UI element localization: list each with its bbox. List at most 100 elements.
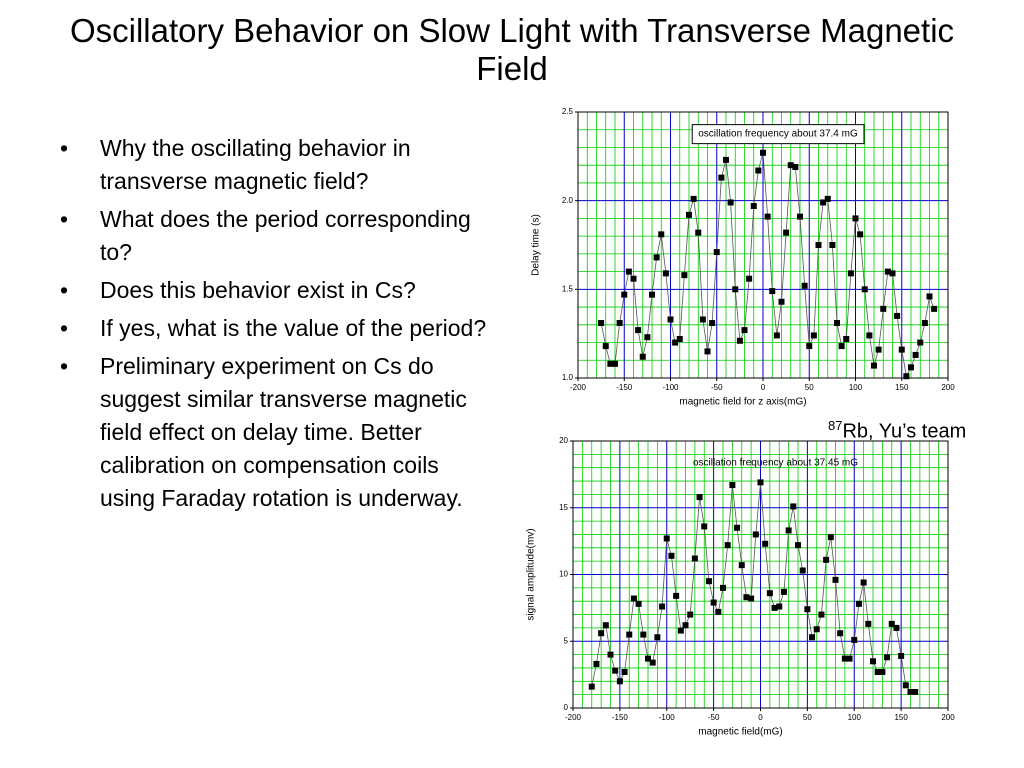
- data-marker: [843, 335, 850, 342]
- data-marker: [773, 332, 780, 339]
- data-marker: [870, 658, 876, 665]
- x-tick-label: 100: [849, 383, 863, 392]
- data-marker: [682, 622, 689, 629]
- data-marker: [797, 213, 803, 220]
- data-marker: [827, 534, 834, 541]
- data-marker: [654, 634, 661, 641]
- y-tick-label: 1.0: [562, 373, 574, 382]
- data-marker: [795, 542, 801, 549]
- data-marker: [662, 270, 669, 277]
- data-marker: [898, 346, 905, 353]
- data-marker: [736, 337, 743, 344]
- data-marker: [705, 578, 712, 585]
- x-tick-label: -50: [708, 713, 720, 722]
- x-axis-label: magnetic field for z axis(mG): [679, 397, 806, 408]
- x-tick-label: 200: [941, 713, 955, 722]
- data-marker: [865, 620, 872, 627]
- data-marker: [687, 611, 694, 618]
- data-marker: [837, 630, 844, 637]
- data-marker: [681, 272, 688, 279]
- data-marker: [852, 215, 859, 222]
- data-marker: [734, 524, 741, 531]
- data-marker: [588, 683, 595, 690]
- data-marker: [907, 688, 914, 695]
- data-marker: [780, 588, 787, 595]
- data-marker: [625, 268, 632, 275]
- data-marker: [902, 682, 909, 689]
- data-marker: [602, 622, 609, 629]
- bullet: What does the period corresponding to?: [60, 203, 500, 269]
- data-marker: [676, 335, 683, 342]
- data-marker: [847, 270, 854, 277]
- data-marker: [727, 199, 734, 206]
- bullet: If yes, what is the value of the period?: [60, 312, 500, 345]
- data-marker: [635, 600, 642, 607]
- data-marker: [893, 624, 900, 631]
- data-marker: [884, 654, 891, 661]
- data-marker: [691, 555, 698, 562]
- data-marker: [709, 320, 716, 327]
- data-marker: [813, 626, 820, 633]
- data-marker: [762, 540, 769, 547]
- data-marker: [673, 592, 680, 599]
- plot-frame: [577, 111, 949, 379]
- caption-text: Rb, Yu’s team: [842, 420, 967, 443]
- data-marker: [598, 320, 605, 327]
- data-marker: [607, 360, 614, 367]
- x-tick-label: 100: [848, 713, 862, 722]
- data-marker: [851, 636, 858, 643]
- data-marker: [908, 364, 914, 371]
- y-tick-label: 2.0: [562, 196, 574, 205]
- data-marker: [644, 334, 651, 341]
- data-marker: [598, 630, 605, 637]
- data-marker: [626, 631, 633, 638]
- data-marker: [653, 254, 660, 261]
- data-marker: [743, 594, 750, 601]
- data-marker: [720, 584, 726, 591]
- data-marker: [838, 343, 845, 350]
- data-marker: [593, 660, 600, 667]
- data-marker: [704, 348, 711, 355]
- data-marker: [755, 167, 762, 174]
- data-marker: [607, 651, 614, 658]
- data-marker: [640, 631, 647, 638]
- data-marker: [658, 231, 665, 238]
- data-marker: [760, 149, 766, 156]
- chart: -200 -150 -100 -50 0 50 100 150 200 0 5 10 15 20 magne…: [526, 436, 956, 738]
- data-marker: [894, 312, 901, 319]
- data-marker: [818, 611, 825, 618]
- data-marker: [639, 353, 646, 360]
- y-tick-label: 5: [564, 636, 569, 645]
- data-marker: [645, 655, 651, 662]
- data-marker: [667, 316, 674, 323]
- data-marker: [616, 678, 623, 685]
- data-marker: [871, 362, 877, 369]
- data-marker: [602, 343, 609, 350]
- annotation: oscillation frequency about 37.45 mG: [693, 458, 858, 469]
- data-marker: [750, 202, 757, 209]
- data-marker: [824, 195, 831, 202]
- x-tick-label: -100: [662, 383, 679, 392]
- data-marker: [884, 268, 891, 275]
- data-marker: [792, 163, 799, 170]
- data-marker: [912, 351, 919, 358]
- data-marker: [823, 556, 830, 563]
- data-marker: [769, 288, 776, 295]
- chart: -200 -150 -100 -50 0 50 100 150 200 1.0 1.5 2.0 2.5 m…: [531, 107, 956, 408]
- data-marker: [690, 195, 697, 202]
- data-marker: [695, 229, 702, 236]
- data-marker: [738, 562, 745, 569]
- data-marker: [616, 320, 623, 327]
- data-marker: [757, 479, 764, 486]
- data-marker: [635, 327, 642, 334]
- annotation: oscillation frequency about 37.4 mG: [698, 129, 858, 140]
- data-marker: [810, 332, 817, 339]
- data-marker: [659, 603, 666, 610]
- data-marker: [809, 634, 816, 641]
- x-tick-label: 50: [803, 713, 812, 722]
- y-axis-label: Delay time (s): [531, 214, 542, 276]
- data-marker: [829, 242, 836, 248]
- data-marker: [861, 286, 868, 293]
- data-marker: [880, 305, 887, 312]
